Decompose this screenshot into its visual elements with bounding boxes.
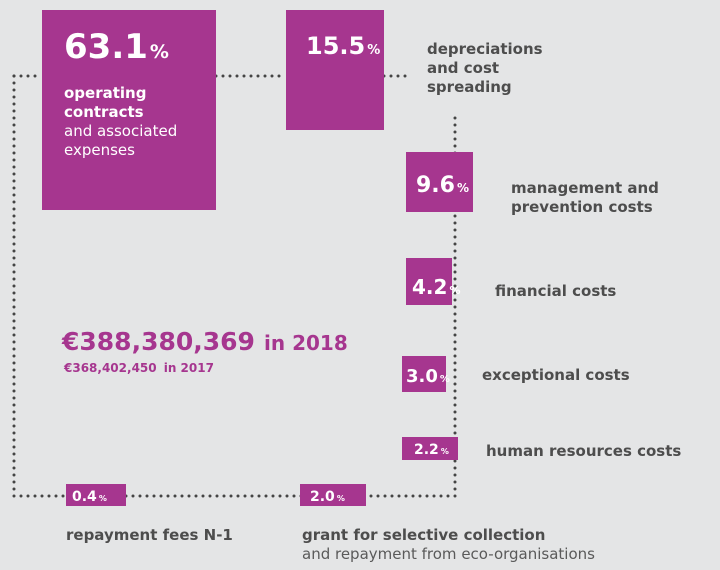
- item-value: 63.1: [64, 27, 148, 67]
- item-unit: %: [457, 181, 469, 195]
- item-value: 15.5: [306, 32, 365, 60]
- item-value: 2.2: [414, 442, 439, 458]
- item-box: [402, 437, 458, 460]
- item-percent: 63.1%: [64, 27, 169, 67]
- item-percent: 15.5%: [306, 32, 380, 60]
- item-label: grant for selective collection: [302, 526, 545, 544]
- item-percent: 9.6%: [416, 173, 469, 198]
- item-box: [406, 258, 452, 305]
- item-value: 4.2: [412, 275, 447, 299]
- item-unit: %: [449, 284, 460, 297]
- item-label: prevention costs: [511, 198, 653, 216]
- frame-connector: [12, 74, 457, 498]
- item-unit: %: [440, 374, 450, 385]
- previous: €368,402,450 in 2017: [63, 357, 214, 376]
- item-label: depreciations: [427, 40, 543, 58]
- item-label: management and: [511, 179, 659, 197]
- item-box: [66, 484, 126, 506]
- item-label: contracts: [64, 103, 144, 121]
- item-label: exceptional costs: [482, 366, 630, 384]
- item: 0.4 % repayment fees N-1: [66, 484, 233, 544]
- item-box: [286, 10, 384, 130]
- connectors: [12, 74, 457, 498]
- item-value: 2.0: [310, 489, 335, 505]
- previous-year: in 2017: [164, 361, 214, 375]
- item-label: operating: [64, 84, 146, 102]
- item-box: [300, 484, 366, 506]
- item-unit: %: [150, 41, 169, 63]
- item-value: 0.4: [72, 489, 97, 505]
- item-box: [42, 10, 216, 210]
- item-box: [406, 152, 473, 212]
- item-sublabel: expenses: [64, 141, 135, 159]
- item-percent: 2.2%: [414, 442, 449, 458]
- item-percent: 2.0%: [310, 489, 345, 505]
- item-value: 9.6: [416, 173, 455, 198]
- item: 3.0% exceptional costs: [402, 356, 630, 392]
- item: 2.2% human resources costs: [402, 437, 681, 460]
- item-unit: %: [337, 494, 345, 503]
- previous-amount: €368,402,450: [63, 361, 157, 375]
- total: €388,380,369 in 2018: [61, 327, 348, 356]
- item-percent: 4.2%: [412, 275, 460, 299]
- item-percent: 0.4%: [72, 489, 107, 505]
- item-box: [402, 356, 446, 392]
- total-amount: €388,380,369: [61, 327, 255, 356]
- item-unit: %: [99, 494, 107, 503]
- item-sublabel: and associated: [64, 122, 177, 140]
- item: 4.2% financial costs: [406, 258, 616, 305]
- item-unit: %: [367, 43, 380, 58]
- item-label: repayment fees N-1: [66, 526, 233, 544]
- item-label: spreading: [427, 78, 512, 96]
- item-label: and cost: [427, 59, 499, 77]
- item-unit: %: [441, 447, 449, 456]
- item-sublabel: and repayment from eco-organisations: [302, 545, 595, 563]
- item-value: 3.0: [406, 366, 438, 387]
- item-label: human resources costs: [486, 442, 681, 460]
- item-label: financial costs: [495, 282, 616, 300]
- total-year: in 2018: [264, 331, 348, 355]
- item-percent: 3.0%: [406, 366, 450, 387]
